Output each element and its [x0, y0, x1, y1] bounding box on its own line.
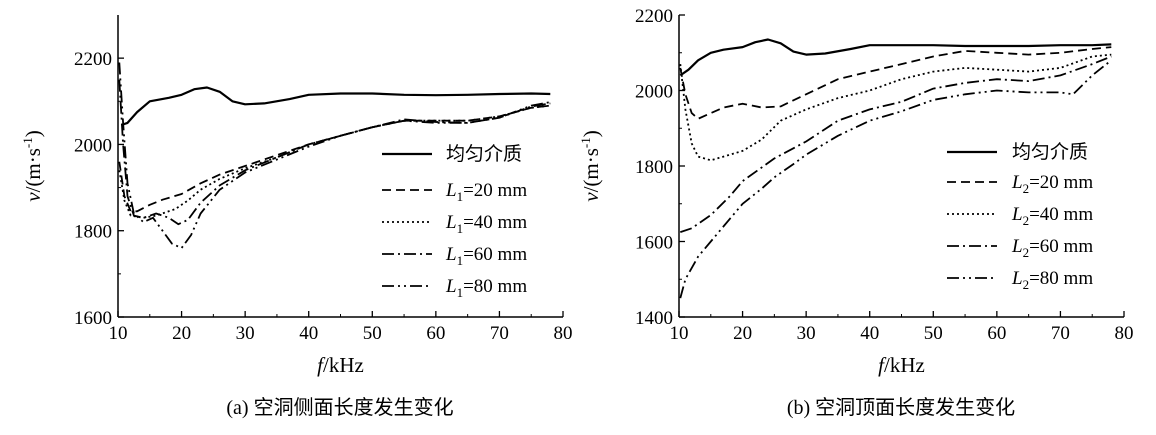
series-line-4: [679, 59, 1112, 299]
x-tick-label: 20: [733, 323, 752, 344]
series-line-0: [679, 38, 1112, 77]
x-tick-label: 30: [797, 323, 816, 344]
chart-panel-b: 10 20 30 40 50 60 70 80 1400 1600 1800 2000 2200 均匀介质…: [578, 6, 1134, 419]
y-tick-label: 2200: [74, 49, 112, 70]
x-tick-label: 30: [236, 323, 255, 344]
y-tick-label: 1600: [635, 233, 673, 254]
x-tick-label: 60: [987, 323, 1006, 344]
legend-label: L1=80 mm: [445, 276, 527, 300]
series-line-0: [120, 86, 551, 127]
legend-label: 均匀介质: [1012, 141, 1088, 163]
y-tick-label: 1800: [635, 157, 673, 178]
legend-label: L2=40 mm: [1011, 204, 1093, 228]
y-tick-label: 2000: [74, 135, 112, 156]
x-tick-label: 20: [172, 323, 191, 344]
y-tick-label: 2000: [635, 82, 673, 103]
x-tick-label: 50: [363, 323, 382, 344]
x-tick-label: 70: [490, 323, 509, 344]
legend-label: L2=60 mm: [1011, 236, 1093, 260]
panel-caption: (b) 空洞顶面长度发生变化: [787, 396, 1015, 419]
legend-label: L1=20 mm: [445, 180, 527, 204]
series-line-2: [118, 104, 551, 219]
series-line-1: [679, 46, 1112, 120]
x-tick-label: 70: [1051, 323, 1070, 344]
y-tick-label: 2200: [635, 6, 673, 27]
panel-caption: (a) 空洞侧面长度发生变化: [226, 396, 453, 419]
x-axis-label: f/kHz: [878, 353, 925, 377]
series-line-4: [118, 62, 551, 249]
x-tick-label: 80: [1115, 323, 1134, 344]
x-tick-label: 10: [670, 323, 689, 344]
x-tick-label: 40: [860, 323, 879, 344]
y-tick-label: 1600: [74, 308, 112, 329]
legend-label: 均匀介质: [446, 143, 522, 165]
x-tick-label: 60: [426, 323, 445, 344]
y-axis-label: v/(m·s-1): [20, 130, 45, 202]
chart-panel-a: 10 20 30 40 50 60 70 80 1600 1800 2000 2200 均匀介质 L1=2…: [20, 15, 573, 419]
legend-label: L1=60 mm: [445, 244, 527, 268]
series-line-2: [679, 53, 1112, 162]
legend: 均匀介质 L1=20 mm L1=40 mm L1=60 mm L1=80 mm: [382, 143, 527, 300]
y-tick-label: 1800: [74, 222, 112, 243]
legend-label: L2=20 mm: [1011, 172, 1093, 196]
x-tick-label: 50: [924, 323, 943, 344]
x-tick-label: 10: [109, 323, 128, 344]
x-tick-label: 40: [299, 323, 318, 344]
y-tick-label: 1400: [635, 308, 673, 329]
legend: 均匀介质 L2=20 mm L2=40 mm L2=60 mm L2=80 mm: [947, 141, 1093, 292]
series-line-1: [118, 104, 551, 213]
legend-label: L1=40 mm: [445, 212, 527, 236]
x-tick-label: 80: [554, 323, 573, 344]
y-axis-label: v/(m·s-1): [578, 130, 603, 202]
legend-label: L2=80 mm: [1011, 268, 1093, 292]
x-axis-label: f/kHz: [317, 353, 364, 377]
series-line-3: [680, 55, 1112, 233]
